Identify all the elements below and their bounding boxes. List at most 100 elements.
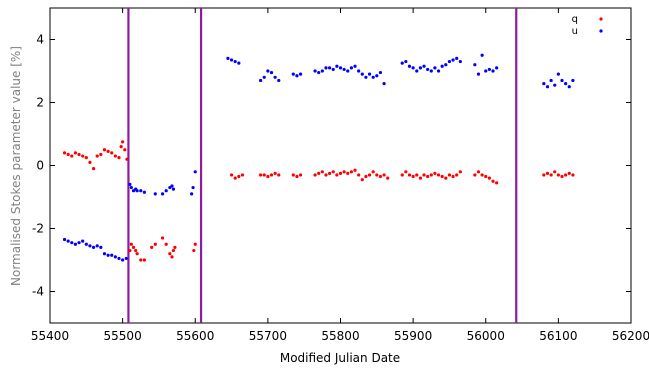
data-point-u [190,192,194,196]
data-point-u [226,56,230,61]
data-point-q [106,149,110,153]
data-point-q [426,174,430,179]
data-point-q [556,173,560,177]
data-point-q [291,173,295,177]
data-point-q [298,173,303,177]
data-point-q [338,171,343,175]
data-point-q [371,170,375,174]
data-point-q [560,174,564,179]
data-point-u [571,78,575,83]
data-point-q [411,174,415,179]
data-point-q [170,255,174,259]
data-point-q [77,152,81,157]
data-point-u [484,69,488,73]
data-point-q [382,173,386,177]
data-point-q [404,170,408,174]
data-point-q [91,167,96,171]
data-point-u [378,70,383,75]
data-point-u [426,67,430,72]
data-point-u [418,66,422,70]
data-point-u [298,72,303,76]
data-point-u [171,187,176,191]
data-point-u [113,255,117,259]
x-tick-label: 55800 [321,329,359,343]
data-point-u [367,72,372,76]
legend-marker-u [599,29,603,33]
x-tick-label: 55500 [104,329,142,343]
data-point-q [262,173,266,177]
x-tick-label: 56200 [612,329,649,343]
data-point-q [378,174,383,179]
data-point-u [266,69,270,73]
data-point-u [313,69,317,73]
x-tick-label: 56000 [467,329,505,343]
data-point-u [164,189,168,193]
data-point-q [84,156,88,160]
data-point-q [447,173,452,177]
data-point-q [331,170,335,174]
data-point-q [335,173,339,177]
x-tick-label: 56100 [539,329,577,343]
y-tick-label: 4 [36,33,44,47]
data-point-q [553,170,557,174]
data-point-q [418,176,422,180]
data-point-u [77,241,81,245]
data-point-u [458,59,462,64]
data-point-q [110,151,114,155]
data-point-q [455,173,459,177]
data-point-u [346,69,350,73]
data-point-u [364,75,368,79]
data-point-u [328,66,332,70]
data-point-u [353,64,357,68]
data-point-q [549,173,553,177]
data-point-q [160,236,165,240]
data-point-q [193,242,197,246]
legend-label-q: q [572,14,578,25]
data-point-u [91,245,96,249]
data-point-q [266,174,270,179]
data-point-q [567,171,571,175]
data-point-u [88,244,92,248]
data-point-u [70,241,74,245]
data-point-q [571,173,575,177]
legend: q u [572,14,603,37]
data-point-u [139,189,143,193]
data-point-u [117,256,121,261]
data-point-q [99,152,103,157]
data-point-u [191,185,195,190]
vertical-lines [127,8,518,323]
data-point-u [349,66,353,70]
data-point-q [367,173,372,177]
data-point-u [106,253,110,257]
x-axis-title: Modified Julian Date [280,351,400,365]
data-point-q [480,173,484,177]
data-point-q [328,171,332,175]
data-point-u [66,239,70,243]
data-point-q [353,168,357,172]
data-point-q [237,174,241,179]
data-point-u [124,256,128,261]
data-point-q [70,154,74,158]
data-point-q [95,154,99,158]
data-point-q [73,151,78,155]
data-point-u [259,78,263,83]
x-tick-label: 55600 [176,329,214,343]
y-tick-label: -2 [32,222,44,236]
data-point-u [229,58,234,62]
data-point-q [346,171,350,175]
data-point-u [99,245,103,249]
data-point-u [553,83,557,87]
data-point-q [273,171,277,175]
data-point-u [382,82,386,86]
data-point-u [447,59,452,64]
data-point-u [444,63,448,67]
data-point-q [121,140,125,144]
data-point-u [295,74,299,78]
data-point-q [491,179,495,183]
data-point-u [415,69,419,73]
data-point-q [135,252,139,256]
data-point-u [160,192,165,196]
data-point-q [240,173,245,177]
data-point-u [473,63,477,67]
